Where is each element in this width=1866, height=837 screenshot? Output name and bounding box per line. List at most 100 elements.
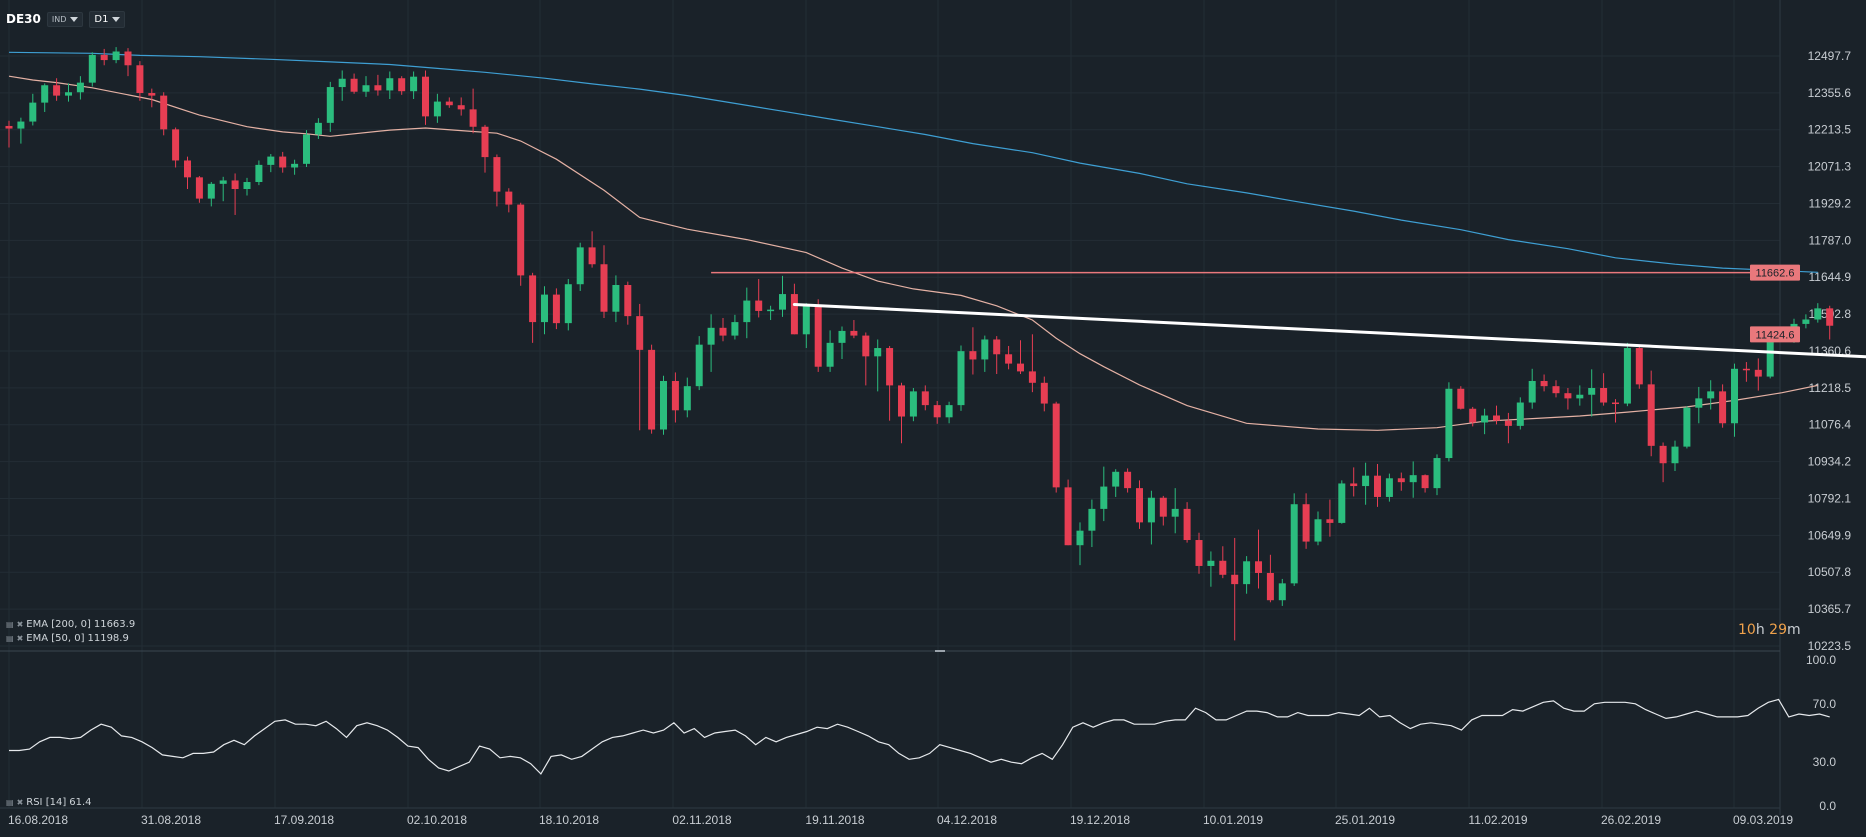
price-tick-label: 10223.5: [1808, 639, 1852, 653]
candle: [1374, 464, 1381, 507]
price-tick-label: 10792.1: [1808, 491, 1852, 505]
pane-resize-handle[interactable]: [935, 650, 945, 652]
candle-body: [1671, 446, 1679, 464]
candle: [779, 275, 786, 317]
ema200-legend[interactable]: ▤ ✖ EMA [200, 0] 11663.9: [6, 619, 135, 630]
candle: [1278, 578, 1286, 606]
candle: [1005, 345, 1013, 370]
candle-body: [886, 348, 894, 386]
candle: [1171, 488, 1179, 534]
candle: [255, 160, 263, 186]
candle: [838, 326, 846, 359]
candle-body: [314, 122, 322, 135]
chevron-down-icon: [112, 16, 121, 22]
candle: [1243, 556, 1251, 594]
candle-body: [1731, 368, 1738, 424]
candle: [1481, 408, 1489, 435]
candle: [29, 93, 37, 126]
candle-body: [195, 177, 203, 199]
candle-body: [576, 247, 584, 285]
candle: [826, 330, 834, 372]
rsi-legend[interactable]: ▤ ✖ RSI [14] 61.4: [6, 797, 91, 808]
ema50-legend[interactable]: ▤ ✖ EMA [50, 0] 11198.9: [6, 633, 129, 644]
candle: [422, 70, 429, 125]
candle-body: [1278, 583, 1286, 601]
candle-body: [1766, 336, 1774, 377]
candle-body: [1719, 391, 1727, 424]
price-level-badge-bg: [1750, 326, 1800, 343]
candle-body: [600, 264, 608, 312]
candle-body: [731, 322, 739, 336]
candle-body: [148, 93, 156, 96]
remove-indicator-icon[interactable]: ✖: [16, 620, 24, 629]
ema200-value: 11663.9: [93, 619, 136, 630]
indicator-settings-icon[interactable]: ▤: [6, 620, 14, 629]
candle: [1683, 406, 1691, 449]
date-tick-label: 09.03.2019: [1733, 813, 1793, 827]
candle: [1647, 370, 1655, 457]
candle: [1362, 462, 1370, 505]
candle-body: [755, 300, 763, 311]
candle: [707, 314, 715, 372]
candle-body: [1302, 504, 1310, 542]
price-tick-label: 10649.9: [1808, 528, 1852, 542]
candle-body: [219, 180, 227, 184]
ema50-line: [8, 75, 1818, 431]
candle: [1516, 397, 1524, 430]
date-tick-label: 02.11.2018: [672, 813, 731, 827]
candle-body: [76, 82, 84, 93]
candle: [517, 202, 525, 286]
candle-body: [1588, 387, 1596, 395]
candle-body: [874, 348, 882, 357]
candle-body: [1754, 369, 1762, 377]
candle-body: [172, 129, 180, 161]
symbol-label[interactable]: DE30: [6, 12, 41, 26]
candle: [1159, 495, 1167, 526]
candle: [767, 305, 775, 321]
candle-body: [112, 51, 120, 61]
candles: [5, 47, 1834, 641]
candle-body: [136, 65, 144, 94]
candle: [1493, 405, 1500, 425]
remove-indicator-icon[interactable]: ✖: [16, 634, 24, 643]
rsi-label: RSI [14]: [26, 797, 67, 808]
indicator-settings-icon[interactable]: ▤: [6, 634, 14, 643]
candle: [802, 303, 810, 349]
candle: [53, 78, 61, 101]
candle-body: [1362, 475, 1370, 487]
candle-body: [767, 309, 775, 312]
candle-body: [802, 305, 810, 335]
candle-body: [303, 134, 310, 164]
candle: [1742, 362, 1750, 382]
candle: [1326, 499, 1334, 537]
candle: [76, 76, 84, 100]
candle: [1052, 401, 1060, 493]
candle-body: [160, 95, 168, 130]
candle-body: [909, 391, 917, 417]
candle-body: [826, 342, 834, 367]
indicator-settings-icon[interactable]: ▤: [6, 798, 14, 807]
candle: [1457, 386, 1465, 410]
remove-indicator-icon[interactable]: ✖: [16, 798, 24, 807]
candle: [505, 188, 513, 213]
candle-body: [969, 351, 977, 360]
candle: [481, 124, 489, 173]
candle-body: [267, 156, 275, 165]
candle: [1433, 454, 1441, 496]
timeframe-dropdown[interactable]: D1: [89, 10, 126, 28]
candle-body: [469, 109, 477, 127]
candle: [636, 303, 644, 431]
candle: [1802, 314, 1810, 329]
candle: [1076, 522, 1084, 566]
candle: [874, 339, 882, 392]
candle-body: [184, 160, 191, 178]
candle-body: [1076, 530, 1084, 546]
candle: [445, 97, 453, 108]
candle-body: [1707, 391, 1715, 399]
candle: [195, 176, 203, 203]
candle: [1659, 442, 1667, 483]
candle: [314, 118, 322, 139]
candle-body: [945, 405, 953, 418]
instrument-type-dropdown[interactable]: IND: [46, 11, 84, 27]
